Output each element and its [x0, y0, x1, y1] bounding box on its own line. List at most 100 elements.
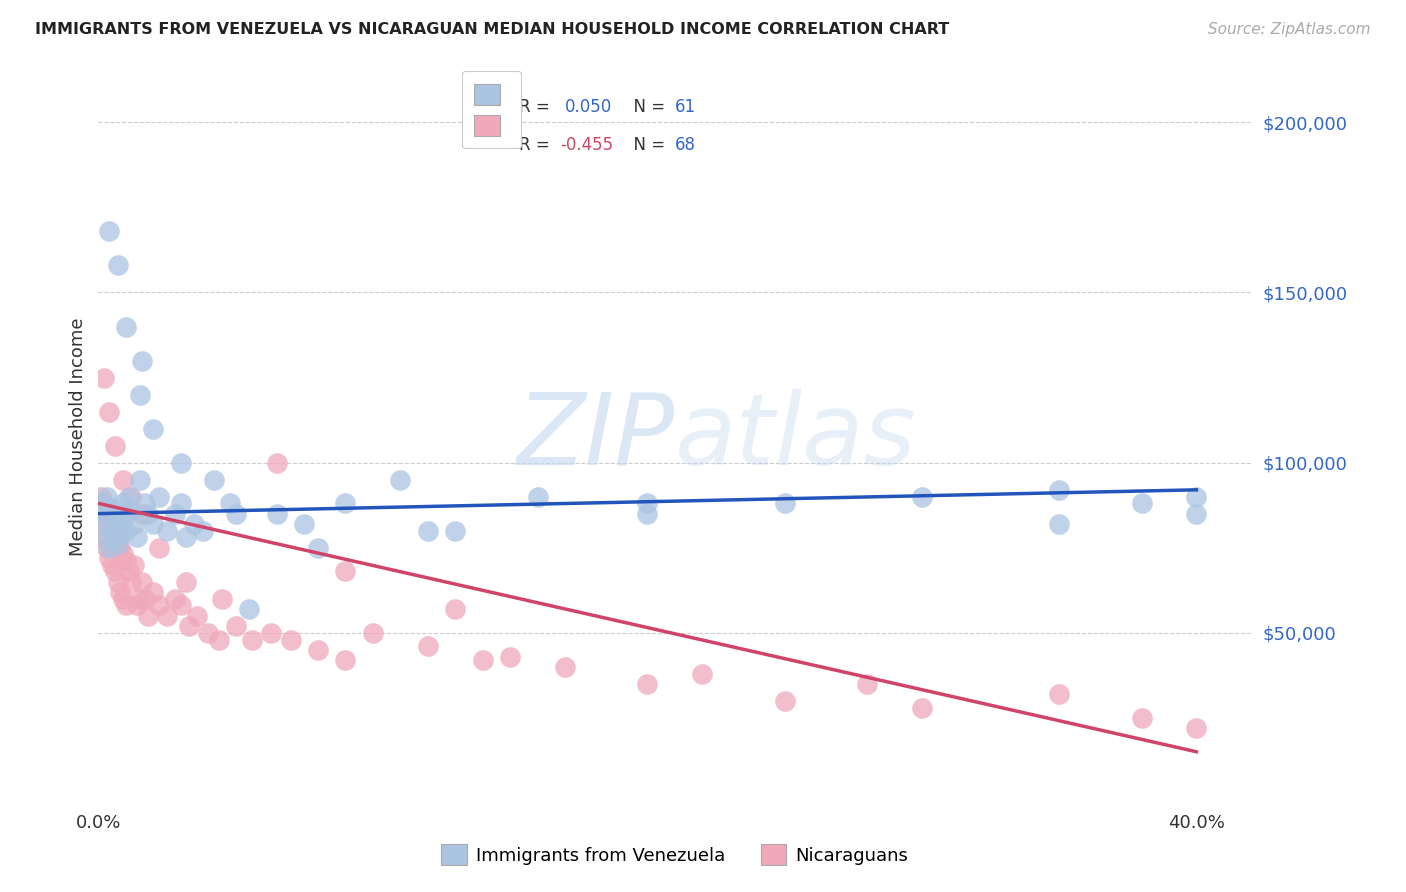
- Point: [101, 524, 124, 538]
- Point: [554, 659, 576, 673]
- Point: [1185, 721, 1208, 735]
- Point: [128, 387, 150, 401]
- Point: [112, 591, 135, 606]
- Point: [1130, 711, 1153, 725]
- Point: [307, 642, 329, 657]
- Point: [1185, 490, 1208, 504]
- Point: [636, 507, 658, 521]
- Point: [112, 473, 135, 487]
- Text: -0.455: -0.455: [561, 136, 614, 153]
- Point: [170, 456, 193, 470]
- Point: [98, 500, 121, 514]
- Point: [202, 473, 225, 487]
- Text: R =: R =: [519, 136, 555, 153]
- Point: [225, 619, 247, 633]
- Point: [136, 608, 159, 623]
- Point: [120, 503, 142, 517]
- Point: [107, 510, 129, 524]
- Point: [307, 541, 329, 555]
- Point: [177, 619, 200, 633]
- Point: [471, 653, 494, 667]
- Point: [98, 224, 121, 238]
- Point: [104, 503, 127, 517]
- Point: [142, 421, 165, 435]
- Point: [636, 677, 658, 691]
- Point: [142, 516, 165, 531]
- Point: [219, 496, 242, 510]
- Point: [90, 496, 112, 510]
- Point: [107, 531, 129, 545]
- Point: [186, 608, 208, 623]
- Text: ZIP: ZIP: [516, 389, 675, 485]
- Point: [110, 527, 132, 541]
- Point: [174, 531, 197, 545]
- Point: [110, 516, 132, 531]
- Point: [191, 524, 214, 538]
- Point: [107, 574, 129, 589]
- Legend: Immigrants from Venezuela, Nicaraguans: Immigrants from Venezuela, Nicaraguans: [433, 835, 917, 874]
- Point: [856, 677, 879, 691]
- Point: [335, 653, 357, 667]
- Point: [128, 473, 150, 487]
- Point: [101, 558, 124, 572]
- Point: [96, 490, 118, 504]
- Point: [208, 632, 231, 647]
- Point: [911, 700, 934, 714]
- Point: [416, 524, 439, 538]
- Point: [526, 490, 548, 504]
- Point: [361, 625, 384, 640]
- Point: [260, 625, 283, 640]
- Point: [131, 574, 153, 589]
- Point: [389, 473, 412, 487]
- Point: [1185, 507, 1208, 521]
- Point: [266, 507, 288, 521]
- Point: [197, 625, 219, 640]
- Point: [120, 490, 142, 504]
- Point: [131, 353, 153, 368]
- Point: [1130, 496, 1153, 510]
- Point: [107, 537, 129, 551]
- Point: [136, 507, 159, 521]
- Point: [292, 516, 315, 531]
- Text: R =: R =: [519, 98, 555, 116]
- Point: [115, 319, 138, 334]
- Point: [131, 507, 153, 521]
- Point: [211, 591, 233, 606]
- Point: [444, 524, 467, 538]
- Point: [93, 531, 115, 545]
- Point: [134, 496, 156, 510]
- Point: [122, 516, 145, 531]
- Point: [96, 531, 118, 545]
- Point: [112, 496, 135, 510]
- Point: [911, 490, 934, 504]
- Point: [98, 550, 121, 565]
- Point: [165, 507, 187, 521]
- Point: [335, 565, 357, 579]
- Point: [110, 585, 132, 599]
- Point: [225, 507, 247, 521]
- Point: [117, 490, 139, 504]
- Point: [115, 554, 138, 568]
- Point: [165, 591, 187, 606]
- Point: [148, 490, 170, 504]
- Point: [98, 541, 121, 555]
- Point: [134, 591, 156, 606]
- Point: [104, 565, 127, 579]
- Point: [96, 503, 118, 517]
- Point: [110, 541, 132, 555]
- Point: [238, 602, 260, 616]
- Point: [115, 507, 138, 521]
- Point: [104, 531, 127, 545]
- Point: [148, 541, 170, 555]
- Point: [773, 496, 796, 510]
- Point: [444, 602, 467, 616]
- Point: [93, 370, 115, 384]
- Point: [156, 608, 179, 623]
- Point: [240, 632, 263, 647]
- Point: [101, 510, 124, 524]
- Point: [499, 649, 522, 664]
- Point: [416, 640, 439, 654]
- Text: 61: 61: [675, 98, 696, 116]
- Point: [96, 541, 118, 555]
- Point: [104, 439, 127, 453]
